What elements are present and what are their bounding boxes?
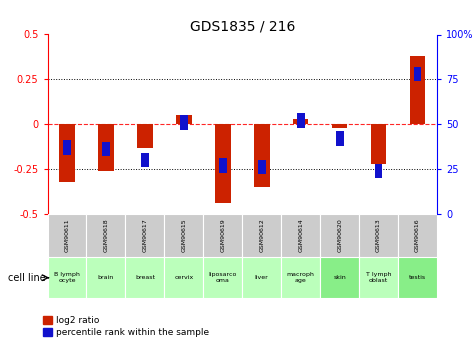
Text: liposarco
oma: liposarco oma [209, 272, 237, 283]
Bar [258, 160, 266, 175]
Bar [48, 214, 86, 257]
Bar [141, 153, 149, 167]
Text: GSM90619: GSM90619 [220, 219, 225, 252]
Bar [180, 115, 188, 130]
Bar [176, 115, 191, 124]
Bar [398, 257, 437, 298]
Bar [332, 124, 347, 128]
Bar [359, 257, 398, 298]
Text: B lymph
ocyte: B lymph ocyte [54, 272, 80, 283]
Bar [375, 164, 382, 178]
Text: GSM90616: GSM90616 [415, 219, 420, 252]
Bar [203, 257, 242, 298]
Bar [98, 124, 114, 171]
Bar [281, 214, 320, 257]
Bar [137, 124, 152, 148]
Text: cell line: cell line [8, 273, 46, 283]
Bar [281, 257, 320, 298]
Bar [320, 214, 359, 257]
Bar [336, 131, 343, 146]
Bar [164, 257, 203, 298]
Text: brain: brain [98, 275, 114, 280]
Text: GSM90620: GSM90620 [337, 219, 342, 252]
Title: GDS1835 / 216: GDS1835 / 216 [190, 19, 295, 33]
Bar [48, 257, 86, 298]
Bar [215, 124, 230, 203]
Text: cervix: cervix [174, 275, 193, 280]
Bar [125, 257, 164, 298]
Bar [86, 214, 125, 257]
Bar [203, 214, 242, 257]
Bar [63, 140, 71, 155]
Text: GSM90611: GSM90611 [65, 219, 69, 252]
Bar [59, 124, 75, 181]
Text: GSM90612: GSM90612 [259, 219, 264, 252]
Text: liver: liver [255, 275, 268, 280]
Text: macroph
age: macroph age [287, 272, 314, 283]
Text: GSM90617: GSM90617 [142, 219, 147, 252]
Bar [164, 214, 203, 257]
Bar [219, 158, 227, 172]
Text: T lymph
oblast: T lymph oblast [366, 272, 391, 283]
Bar [293, 119, 308, 124]
Text: GSM90615: GSM90615 [181, 219, 186, 252]
Text: GSM90614: GSM90614 [298, 219, 303, 252]
Bar [398, 214, 437, 257]
Bar [125, 214, 164, 257]
Bar [410, 56, 425, 124]
Bar [320, 257, 359, 298]
Bar [242, 214, 281, 257]
Bar [242, 257, 281, 298]
Text: GSM90618: GSM90618 [104, 219, 108, 252]
Bar [297, 114, 304, 128]
Text: breast: breast [135, 275, 155, 280]
Legend: log2 ratio, percentile rank within the sample: log2 ratio, percentile rank within the s… [43, 316, 209, 337]
Bar [359, 214, 398, 257]
Text: testis: testis [409, 275, 426, 280]
Bar [86, 257, 125, 298]
Bar [414, 67, 421, 81]
Bar [371, 124, 386, 164]
Text: skin: skin [333, 275, 346, 280]
Bar [254, 124, 269, 187]
Bar [102, 142, 110, 157]
Text: GSM90613: GSM90613 [376, 219, 381, 252]
